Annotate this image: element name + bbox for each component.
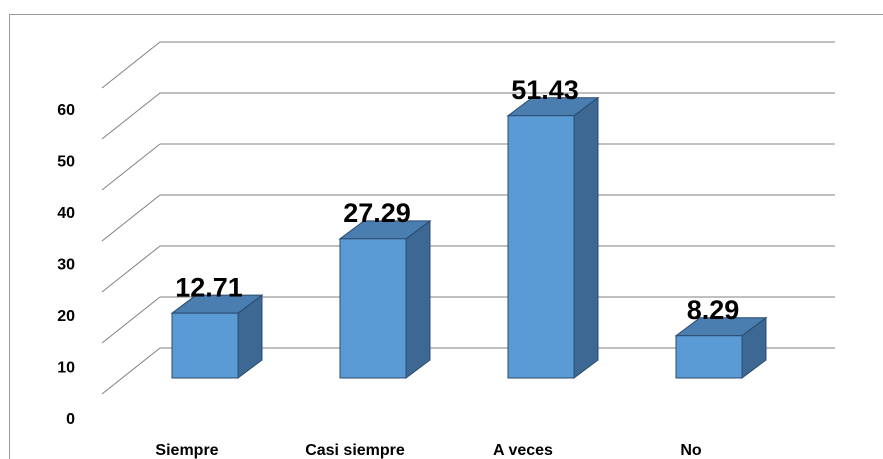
y-tick-label: 60: [57, 102, 75, 119]
x-tick-label: A veces: [493, 442, 553, 459]
value-label: 12.71: [175, 272, 243, 302]
y-tick-label: 50: [57, 154, 75, 171]
bar: [171, 312, 239, 379]
y-tick-label: 20: [57, 308, 75, 325]
grid-line-side: [101, 143, 161, 191]
grid-line-side: [101, 347, 161, 395]
x-tick-label: No: [680, 442, 702, 459]
grid-line-side: [101, 194, 161, 242]
x-tick-label: Casi siempre: [305, 442, 405, 459]
x-tick-label: Siempre: [155, 442, 218, 459]
bar: [339, 238, 407, 379]
chart-border: [9, 14, 883, 459]
grid-line-side: [101, 41, 161, 89]
grid-line-side: [101, 245, 161, 293]
grid-line-side: [101, 296, 161, 344]
grid-line-side: [101, 92, 161, 140]
bar: [675, 335, 743, 379]
value-label: 8.29: [687, 295, 740, 325]
bar: [507, 115, 575, 379]
y-tick-label: 40: [57, 205, 75, 222]
y-tick-label: 10: [57, 360, 75, 377]
value-label: 27.29: [343, 198, 411, 228]
y-tick-label: 30: [57, 257, 75, 274]
value-label: 51.43: [511, 75, 579, 105]
y-tick-label: 0: [66, 411, 75, 428]
bar-side: [573, 96, 599, 379]
bar-side: [405, 219, 431, 379]
